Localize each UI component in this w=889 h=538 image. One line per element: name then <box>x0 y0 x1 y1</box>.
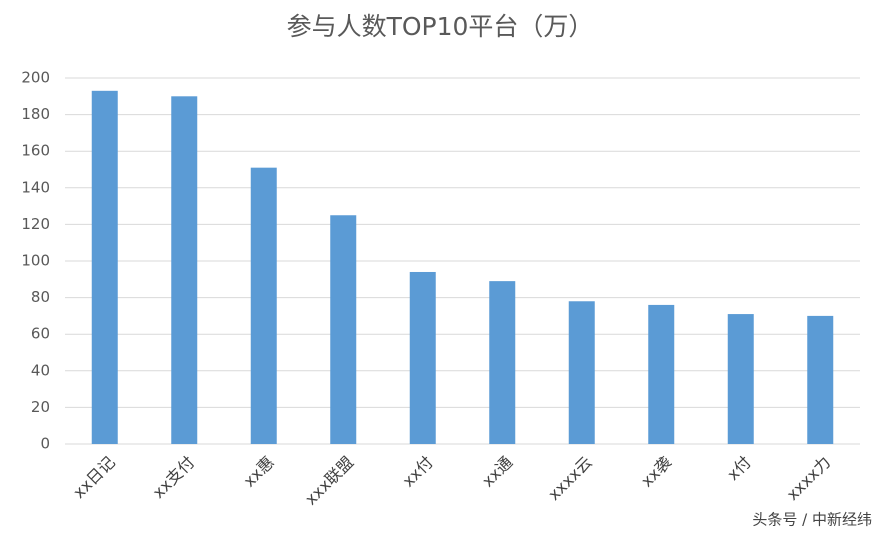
y-tick-label: 0 <box>40 435 50 453</box>
y-tick-label: 120 <box>21 215 50 233</box>
y-tick-label: 180 <box>21 105 50 123</box>
y-tick-label: 200 <box>21 69 50 87</box>
x-tick-label: xxxx云 <box>544 453 596 505</box>
x-tick-label: xxx联盟 <box>301 453 357 509</box>
y-tick-label: 20 <box>31 398 50 416</box>
y-tick-label: 60 <box>31 325 50 343</box>
bar <box>330 215 357 444</box>
bar <box>807 315 834 444</box>
x-tick-label: xx付 <box>399 453 437 491</box>
x-tick-label: x付 <box>723 453 754 484</box>
y-tick-label: 40 <box>31 361 50 379</box>
bar <box>489 281 516 444</box>
x-tick-label: xx惠 <box>240 453 278 491</box>
bar <box>648 304 675 444</box>
x-tick-label: xxxx力 <box>783 453 835 505</box>
y-tick-label: 100 <box>21 252 50 270</box>
bar <box>727 314 754 444</box>
x-tick-label: xx袭 <box>637 453 675 491</box>
chart-title: 参与人数TOP10平台（万） <box>287 12 594 41</box>
x-tick-label: xx支付 <box>149 453 198 502</box>
bar <box>250 167 277 445</box>
bar <box>409 271 436 444</box>
y-tick-label: 80 <box>31 288 50 306</box>
bar <box>91 90 118 444</box>
y-tick-label: 160 <box>21 142 50 160</box>
x-tick-label: xx通 <box>478 453 516 491</box>
watermark: 头条号 / 中新经纬 <box>752 511 872 529</box>
bar <box>568 301 595 444</box>
bar <box>171 96 198 445</box>
x-tick-label: xx日记 <box>69 453 118 502</box>
y-tick-label: 140 <box>21 178 50 196</box>
